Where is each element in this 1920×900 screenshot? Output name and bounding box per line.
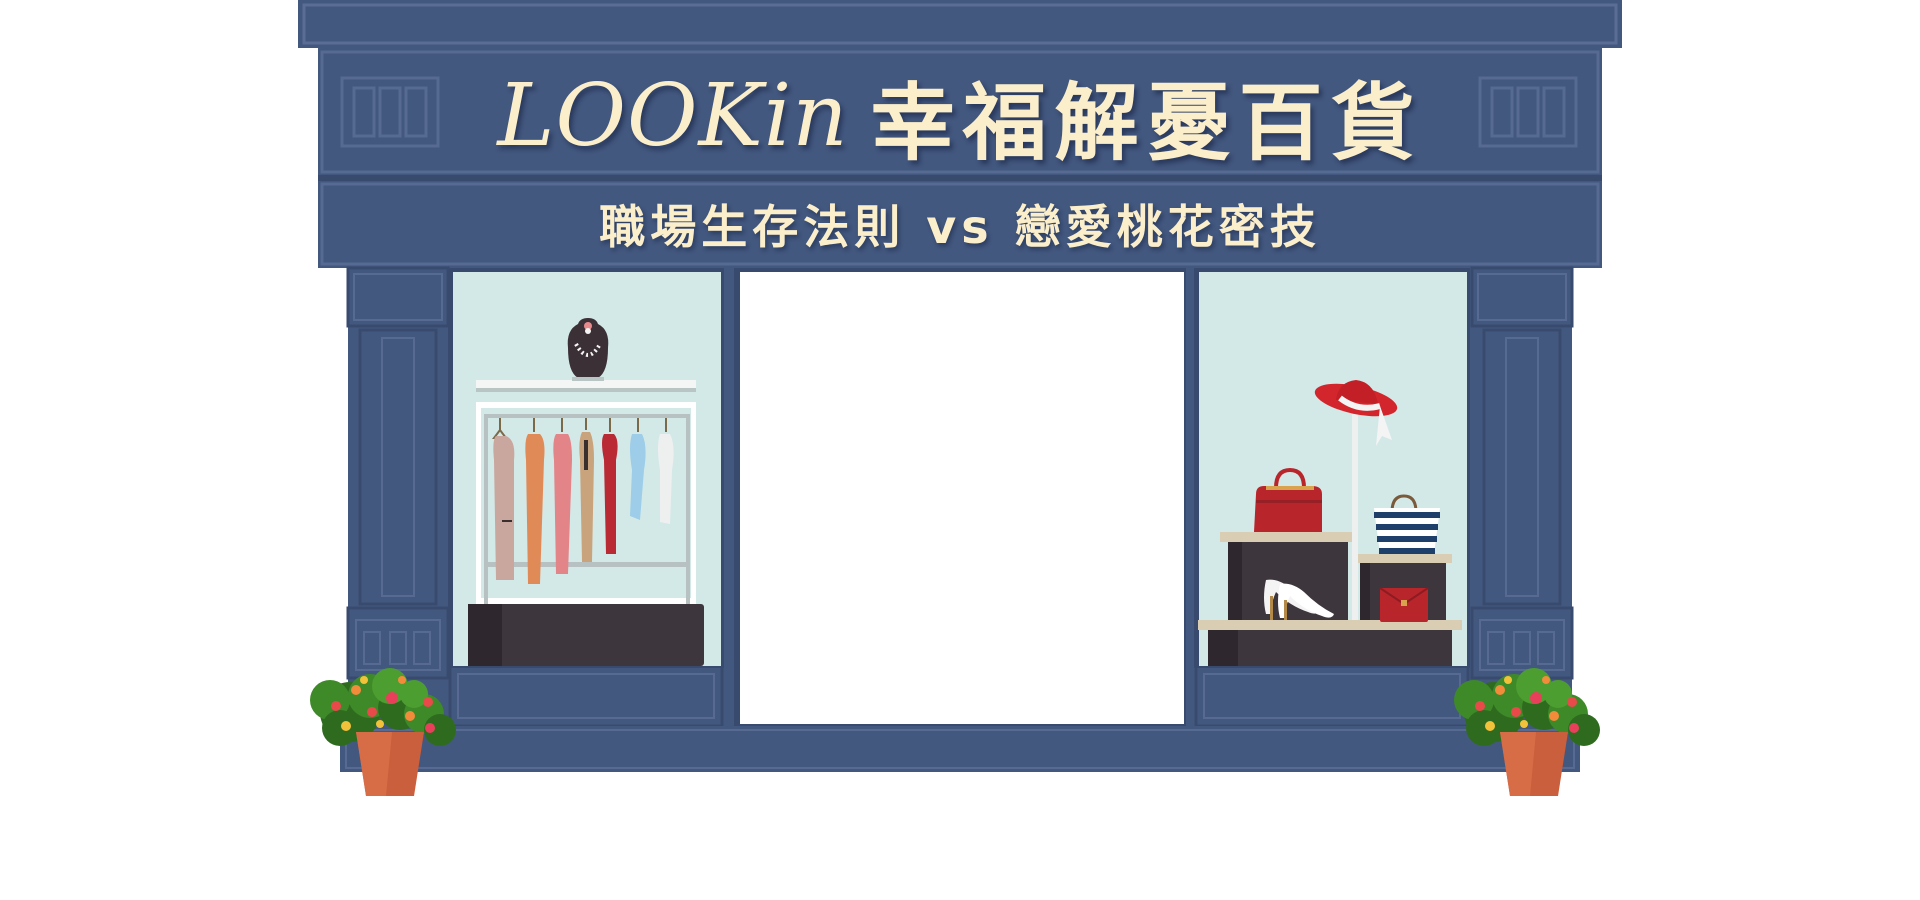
red-handbag-icon — [1254, 467, 1322, 532]
roof-cornice — [298, 0, 1622, 48]
sign-ornament-right — [1478, 76, 1578, 148]
store-sign-title: LOOKin 幸福解憂百貨 — [480, 56, 1440, 176]
storefront-base — [340, 726, 1580, 772]
red-wallet-icon — [1379, 587, 1429, 622]
store-sign-subtitle: 職場生存法則 vs 戀愛桃花密技 — [599, 200, 1321, 254]
red-hat-icon — [1314, 380, 1398, 446]
entrance-door — [734, 268, 1186, 726]
signboard — [318, 48, 1602, 268]
display-window-left — [448, 268, 724, 668]
display-window-right — [1194, 268, 1470, 668]
display-base-right — [1208, 630, 1452, 666]
clothing-rack-icon — [476, 402, 696, 604]
top-shelf — [476, 380, 696, 388]
pillar-right — [1470, 266, 1574, 728]
brand-name: LOOKin — [497, 66, 849, 166]
sign-ornament-left — [340, 76, 440, 148]
pillar-left — [346, 266, 450, 728]
high-heel-shoes-icon — [1264, 579, 1334, 620]
flower-pot-icon — [310, 668, 456, 796]
window-sill-left — [448, 664, 724, 728]
necklace-bust-icon — [567, 318, 609, 381]
window-sill-right — [1194, 664, 1470, 728]
flower-pot-icon — [1454, 668, 1600, 796]
striped-bag-icon — [1374, 494, 1440, 554]
store-name: 幸福解憂百貨 — [870, 73, 1423, 172]
display-bench-left — [468, 604, 704, 666]
